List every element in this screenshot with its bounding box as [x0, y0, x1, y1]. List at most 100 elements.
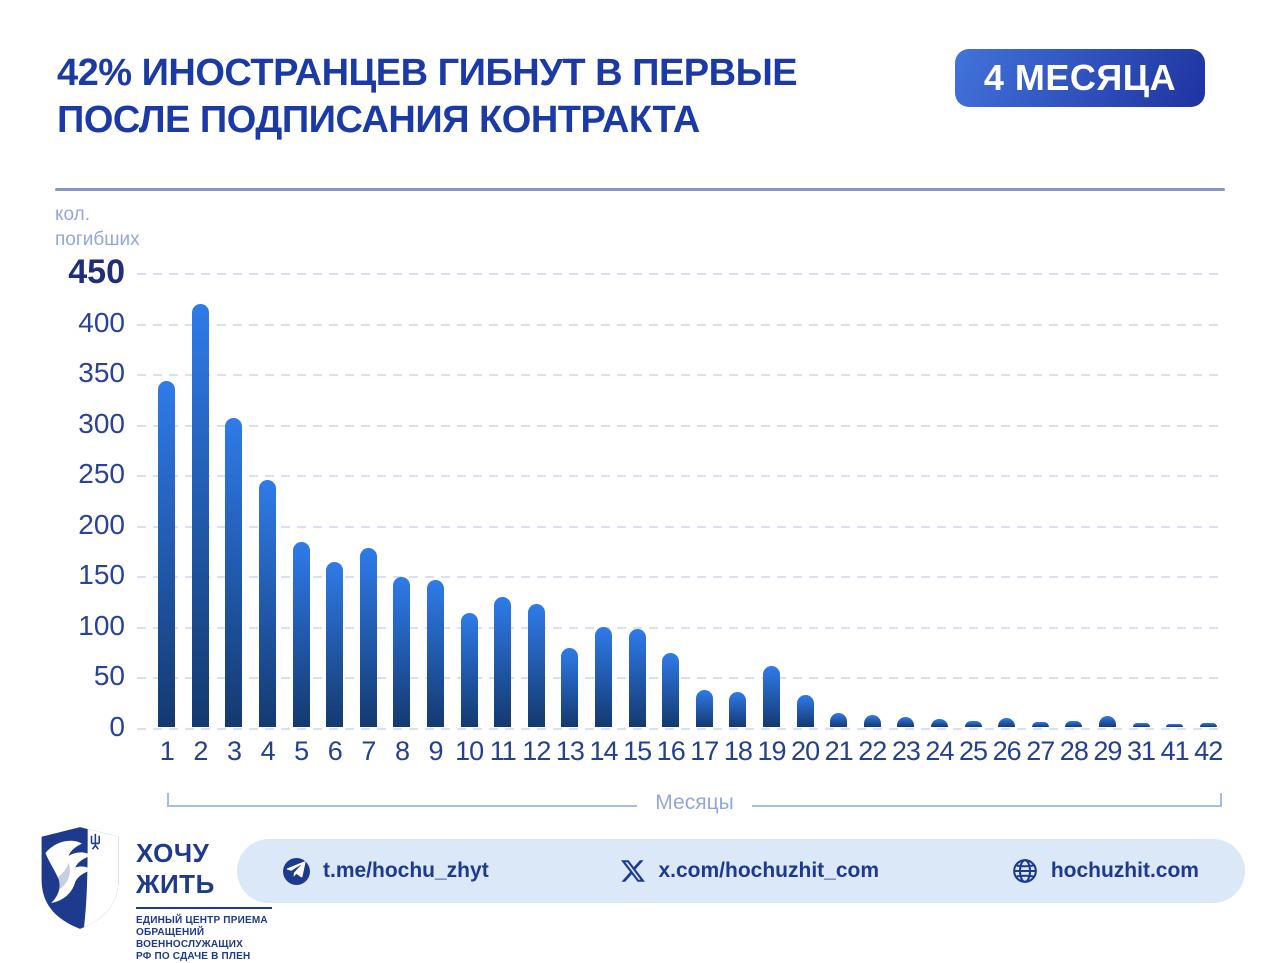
logo-sub-line1: ЕДИНЫЙ ЦЕНТР ПРИЕМА: [136, 915, 268, 926]
gridline: [137, 626, 1225, 629]
bar-slot: [318, 272, 352, 727]
bar-month-5: [292, 541, 310, 727]
bar-slot: [755, 272, 789, 727]
globe-icon: [1012, 859, 1037, 883]
bar-month-18: [729, 691, 747, 727]
x-tick-label: 2: [193, 736, 208, 766]
x-tick-label: 3: [226, 736, 242, 766]
x-tick-label: 42: [1194, 736, 1223, 766]
y-axis-label-line2: погибших: [55, 229, 140, 250]
x-tick-label: 15: [623, 736, 652, 766]
bar-slot: [251, 272, 285, 727]
bar-month-25: [964, 720, 982, 727]
y-tick-label: 200: [78, 508, 125, 540]
x-tick-label: 12: [522, 736, 551, 766]
y-axis-ticks: 450 400 350 300 250 200 150 100 50 0: [30, 255, 125, 742]
x-tick-label: 21: [824, 736, 854, 766]
y-tick-label: 300: [78, 407, 125, 439]
bar-slot: [1091, 272, 1125, 727]
bar-month-14: [595, 626, 613, 727]
x-link[interactable]: x.com/hochuzhit_com: [621, 859, 879, 883]
bar-slot: [587, 272, 621, 727]
bar-slot: [1158, 272, 1192, 727]
website-link[interactable]: hochuzhit.com: [1012, 858, 1199, 884]
bracket-line-left: [167, 793, 638, 807]
y-tick-label: 50: [93, 660, 125, 692]
bar-series: [150, 272, 1225, 727]
x-tick-label: 6: [327, 736, 343, 766]
x-tick-label: 8: [394, 736, 410, 766]
x-tick-label: 10: [455, 736, 484, 766]
x-tick-label: 28: [1059, 736, 1089, 766]
telegram-link-text: t.me/hochu_zhyt: [323, 859, 489, 882]
bar-month-9: [427, 580, 445, 727]
bar-month-15: [628, 628, 646, 727]
gridline: [137, 728, 1225, 730]
bar-slot: [990, 272, 1024, 727]
bar-slot: [520, 272, 554, 727]
x-tick-label: 27: [1026, 736, 1055, 766]
x-axis-ticks: 1 2 3 4 5 6 7 8 9 10 11 12 13 14 15 16 17 18 19 20 21 22 23 24 2…: [150, 736, 1225, 767]
x-tick-label: 22: [858, 736, 887, 766]
bar-slot: [419, 272, 453, 727]
bar-month-26: [998, 717, 1016, 727]
bar-month-21: [830, 712, 848, 727]
bar-month-42: [1199, 722, 1217, 727]
bar-slot: [184, 272, 218, 727]
x-tick-label: 13: [555, 736, 585, 766]
bar-month-28: [1065, 720, 1083, 727]
bar-slot: [1023, 272, 1057, 727]
bar-month-8: [393, 577, 411, 727]
gridline: [137, 576, 1225, 579]
bar-slot: [620, 272, 654, 727]
gridline: [137, 323, 1225, 326]
x-axis-title: Месяцы: [655, 791, 734, 814]
x-icon: [621, 860, 646, 882]
bar-month-10: [460, 612, 478, 727]
bar-month-22: [863, 714, 881, 727]
bar-month-23: [897, 716, 915, 727]
y-axis-label: кол. погибших: [55, 202, 140, 252]
x-tick-label: 26: [992, 736, 1022, 766]
bar-month-11: [494, 596, 512, 727]
bracket-line-right: [751, 793, 1222, 807]
logo-sub-line3: РФ ПО СДАЧЕ В ПЛЕН: [136, 951, 251, 962]
telegram-icon: [283, 857, 310, 885]
bar-month-3: [225, 417, 243, 727]
bar-month-12: [527, 603, 545, 727]
bar-slot: [385, 272, 419, 727]
x-tick-label: 31: [1126, 736, 1156, 766]
bar-slot: [1124, 272, 1158, 727]
hochu-zhit-logo: ХОЧУ ЖИТЬ ЕДИНЫЙ ЦЕНТР ПРИЕМА ОБРАЩЕНИЙ …: [32, 822, 272, 962]
bar-month-17: [695, 689, 713, 727]
gridline: [137, 475, 1225, 478]
bar-month-41: [1166, 723, 1184, 727]
x-tick-label: 14: [589, 736, 618, 766]
x-tick-label: 29: [1093, 736, 1122, 766]
bar-slot: [956, 272, 990, 727]
bar-month-31: [1132, 722, 1150, 727]
y-tick-label: 100: [78, 609, 125, 641]
x-tick-label: 16: [656, 736, 686, 766]
bar-slot: [788, 272, 822, 727]
axis-top-rule: [55, 188, 1225, 191]
x-axis-bracket: Месяцы: [167, 791, 1222, 814]
bar-month-6: [326, 562, 344, 727]
bar-month-16: [662, 653, 680, 727]
telegram-link[interactable]: t.me/hochu_zhyt: [283, 857, 489, 885]
x-link-text: x.com/hochuzhit_com: [658, 859, 880, 882]
page-title-line1: 42% ИНОСТРАНЦЕВ ГИБНУТ В ПЕРВЫЕ: [57, 52, 798, 94]
x-tick-label: 24: [925, 736, 954, 766]
x-tick-label: 9: [428, 736, 444, 766]
bar-slot: [284, 272, 318, 727]
y-tick-label: 250: [78, 458, 125, 490]
bar-month-7: [359, 548, 377, 727]
y-tick-label: 400: [78, 306, 125, 338]
bar-month-13: [561, 648, 579, 727]
bar-month-27: [1031, 721, 1049, 727]
logo-name: ХОЧУ ЖИТЬ: [136, 838, 272, 909]
bar-month-19: [762, 666, 780, 727]
contacts-bar: t.me/hochu_zhyt x.com/hochuzhit_com hoch…: [237, 839, 1245, 903]
y-axis-label-line1: кол.: [55, 204, 91, 225]
bar-slot: [452, 272, 486, 727]
